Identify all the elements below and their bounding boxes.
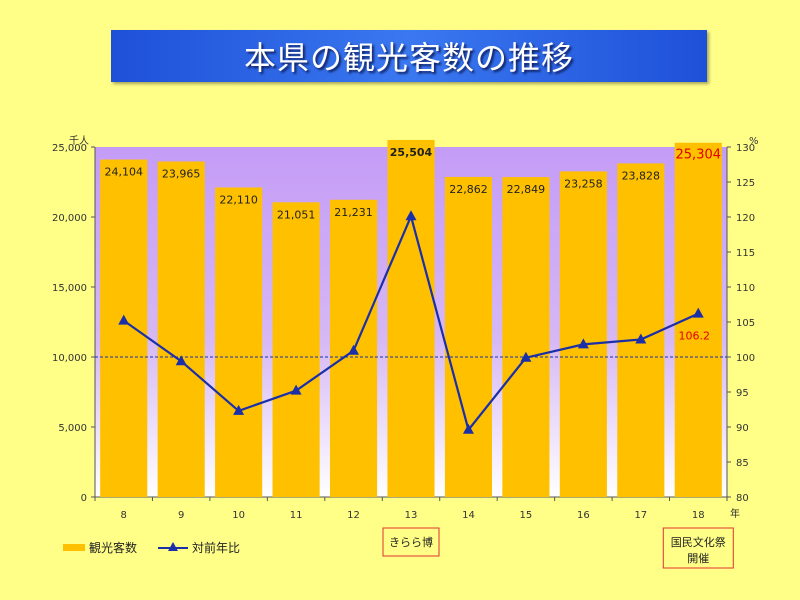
ratio-marker — [462, 423, 474, 434]
bar-value-label: 24,104 — [104, 166, 143, 179]
y-right-tick-label: 100 — [736, 353, 755, 364]
y-right-unit: % — [749, 136, 759, 147]
ratio-marker — [348, 344, 360, 355]
bar-value-label: 22,110 — [219, 193, 258, 206]
x-tick-label: 16 — [577, 510, 590, 521]
x-tick-label: 13 — [405, 510, 418, 521]
y-left-tick-label: 10,000 — [52, 353, 87, 364]
chart-title: 本県の観光客数の推移 — [243, 39, 574, 77]
x-axis-unit: 年 — [730, 507, 740, 520]
bar-value-label: 22,849 — [507, 183, 546, 196]
x-tick-label: 12 — [347, 510, 360, 521]
x-tick-label: 17 — [634, 510, 647, 521]
y-left-tick-label: 20,000 — [52, 213, 87, 224]
bar — [157, 161, 205, 498]
legend-line-label: 対前年比 — [192, 540, 240, 555]
x-tick-label: 9 — [178, 510, 184, 521]
y-left-tick-label: 15,000 — [52, 283, 87, 294]
bar-value-label: 23,828 — [622, 169, 661, 182]
y-right-tick-label: 120 — [736, 213, 755, 224]
bar-value-label: 23,258 — [564, 177, 603, 190]
ratio-marker — [635, 333, 647, 344]
ratio-marker — [233, 404, 245, 415]
y-right-tick-label: 80 — [736, 493, 749, 504]
y-left-tick-label: 5,000 — [58, 423, 87, 434]
bar — [617, 163, 665, 497]
ratio-marker — [175, 355, 187, 366]
y-right-tick-label: 115 — [736, 248, 755, 259]
bar — [502, 177, 550, 497]
ratio-marker — [290, 384, 302, 395]
ratio-marker — [118, 314, 130, 325]
bar-value-label: 23,965 — [162, 167, 201, 180]
bar-value-label: 25,504 — [390, 146, 433, 159]
ratio-marker — [405, 210, 417, 221]
bar-value-label: 21,051 — [277, 208, 316, 221]
y-right-tick-label: 125 — [736, 178, 755, 189]
annotation-text: 国民文化祭 — [671, 535, 726, 549]
ratio-marker — [520, 351, 532, 362]
y-right-tick-label: 85 — [736, 458, 749, 469]
bar — [559, 171, 607, 497]
annotation-text: きらら博 — [389, 536, 433, 549]
y-left-unit: 千人 — [69, 135, 89, 147]
bar — [387, 139, 435, 497]
bar-value-label: 25,304 — [676, 148, 722, 163]
y-left-tick-label: 25,000 — [52, 143, 87, 154]
bar — [100, 159, 148, 497]
x-tick-label: 8 — [121, 510, 127, 521]
bar-value-label: 22,862 — [449, 183, 488, 196]
y-right-tick-label: 95 — [736, 388, 749, 399]
legend-bar-label: 観光客数 — [89, 540, 137, 555]
x-tick-label: 11 — [290, 510, 303, 521]
bar-value-label: 21,231 — [334, 206, 373, 219]
annotation-box — [662, 527, 734, 569]
bar — [272, 202, 320, 497]
y-right-tick-label: 110 — [736, 283, 755, 294]
legend-line-marker — [168, 542, 178, 551]
x-tick-label: 14 — [462, 510, 475, 521]
bar — [215, 187, 263, 497]
x-tick-label: 18 — [692, 510, 705, 521]
y-right-tick-label: 130 — [736, 143, 755, 154]
x-tick-label: 10 — [232, 510, 245, 521]
ratio-marker — [692, 307, 704, 318]
ratio-marker — [577, 338, 589, 349]
y-right-tick-label: 105 — [736, 318, 755, 329]
title-banner: 本県の観光客数の推移 — [111, 30, 707, 82]
bar — [444, 176, 493, 497]
y-right-tick-label: 90 — [736, 423, 749, 434]
x-tick-label: 15 — [520, 510, 533, 521]
annotation-text: 開催 — [687, 551, 709, 565]
ratio-value-label: 106.2 — [679, 330, 711, 343]
y-left-tick-label: 0 — [81, 493, 87, 504]
annotation-box — [382, 527, 440, 557]
legend-bar-swatch — [63, 544, 85, 551]
